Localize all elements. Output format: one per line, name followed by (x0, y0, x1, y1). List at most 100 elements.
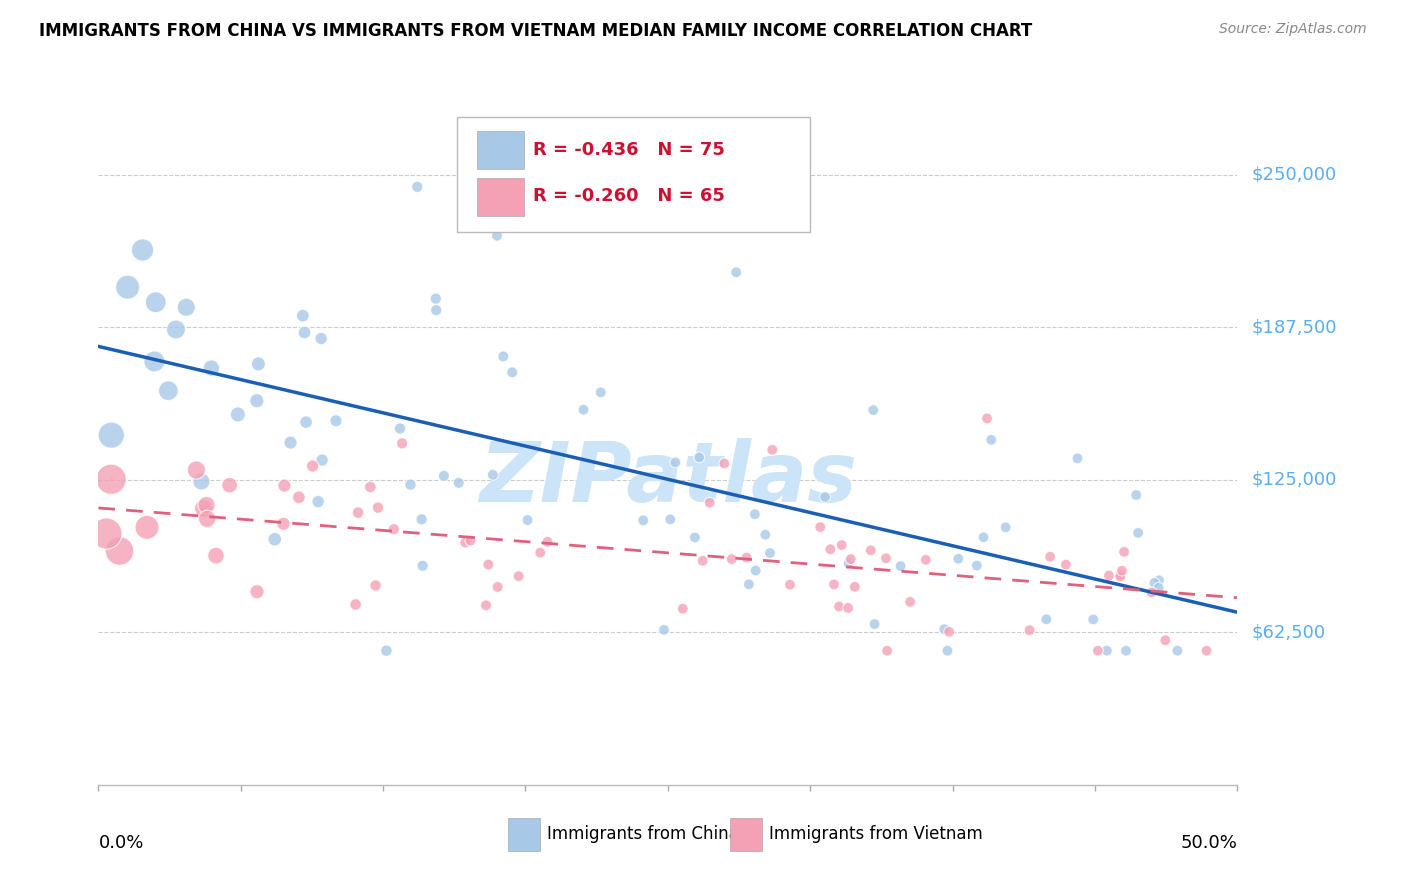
Point (914, 553, 936, 567)
Point (96, 526, 118, 541)
Point (447, 475, 470, 490)
Point (759, 546, 782, 560)
Point (664, 455, 686, 469)
Point (482, 467, 505, 482)
Point (1143, 575, 1166, 590)
Point (859, 543, 882, 558)
Point (1140, 585, 1163, 599)
Point (820, 542, 842, 557)
Point (367, 500, 389, 515)
Point (425, 303, 447, 318)
Point (994, 520, 1017, 534)
Point (389, 421, 412, 435)
Point (501, 365, 523, 379)
Point (492, 350, 515, 364)
Point (309, 332, 332, 346)
Point (973, 530, 995, 544)
Point (725, 265, 748, 279)
Point (890, 559, 912, 574)
Point (844, 580, 866, 594)
Point (411, 512, 433, 526)
Point (1195, 643, 1218, 657)
Point (246, 584, 269, 599)
Point (460, 533, 482, 548)
Point (1098, 568, 1121, 582)
Point (1109, 567, 1132, 582)
Point (976, 411, 998, 425)
Bar (509, 818, 540, 851)
Point (246, 393, 269, 408)
Point (165, 322, 187, 336)
Point (754, 527, 776, 541)
Point (966, 558, 988, 573)
Point (508, 569, 530, 583)
Bar (477, 131, 524, 169)
Text: 0.0%: 0.0% (98, 834, 143, 852)
Point (174, 300, 197, 314)
Point (1066, 451, 1088, 466)
Point (307, 494, 329, 508)
Point (288, 491, 311, 505)
Point (226, 408, 249, 422)
Point (720, 552, 742, 566)
Point (364, 578, 387, 592)
Point (1087, 643, 1109, 657)
Point (659, 512, 682, 526)
Point (1109, 569, 1132, 583)
Point (433, 469, 456, 483)
Point (735, 550, 758, 565)
Point (761, 442, 783, 457)
Point (875, 551, 897, 566)
Point (536, 534, 558, 549)
Point (572, 402, 595, 417)
Point (744, 564, 766, 578)
Point (1095, 643, 1118, 657)
Point (838, 557, 860, 571)
Point (699, 496, 721, 510)
Point (589, 385, 612, 400)
Point (839, 552, 862, 566)
Text: R = -0.436   N = 75: R = -0.436 N = 75 (533, 141, 725, 159)
Point (672, 601, 695, 615)
Text: ZIPatlas: ZIPatlas (479, 438, 856, 519)
Point (863, 617, 886, 632)
Text: IMMIGRANTS FROM CHINA VS IMMIGRANTS FROM VIETNAM MEDIAN FAMILY INCOME CORRELATIO: IMMIGRANTS FROM CHINA VS IMMIGRANTS FROM… (39, 22, 1032, 40)
Point (980, 433, 1002, 447)
Point (399, 477, 422, 491)
Point (136, 520, 159, 534)
Point (247, 357, 270, 371)
Text: Immigrants from China: Immigrants from China (547, 825, 740, 843)
Point (131, 243, 153, 257)
Point (1054, 558, 1077, 572)
Point (828, 599, 851, 614)
Text: $187,500: $187,500 (1251, 318, 1337, 336)
Point (934, 622, 956, 636)
Point (1147, 574, 1170, 588)
Text: $62,500: $62,500 (1251, 624, 1326, 641)
Point (831, 538, 853, 552)
Point (273, 516, 295, 531)
Point (157, 384, 180, 398)
Point (1035, 612, 1057, 626)
Point (375, 643, 398, 657)
Point (359, 480, 381, 494)
Point (195, 512, 218, 526)
Point (391, 436, 413, 450)
Point (412, 558, 434, 573)
Point (117, 280, 139, 294)
Point (1147, 581, 1170, 595)
Point (936, 643, 959, 657)
Point (280, 435, 302, 450)
Point (1154, 633, 1177, 648)
Point (713, 457, 735, 471)
Bar (731, 818, 762, 851)
Point (692, 554, 714, 568)
Point (1083, 612, 1105, 626)
Point (311, 453, 333, 467)
Point (218, 478, 240, 492)
Point (683, 531, 706, 545)
Point (898, 595, 921, 609)
Point (1125, 488, 1147, 502)
Point (382, 522, 405, 536)
Text: R = -0.260   N = 65: R = -0.260 N = 65 (533, 187, 725, 205)
